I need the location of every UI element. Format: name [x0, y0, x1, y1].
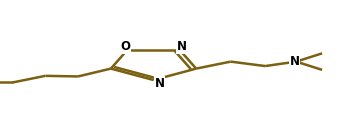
- Text: N: N: [289, 55, 299, 68]
- Text: N: N: [155, 77, 165, 90]
- Text: N: N: [177, 40, 187, 53]
- Text: O: O: [120, 40, 130, 53]
